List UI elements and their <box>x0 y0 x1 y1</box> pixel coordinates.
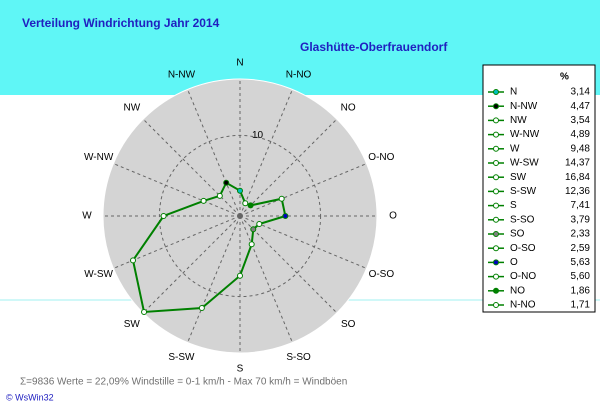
data-point <box>248 241 255 248</box>
legend-value: 3,14 <box>571 87 591 98</box>
legend-label: N-NO <box>510 300 536 311</box>
legend-marker <box>493 259 499 266</box>
data-point <box>250 226 257 233</box>
chart-subtitle: Glashütte-Oberfrauendorf <box>300 40 448 54</box>
legend-label: N <box>510 87 517 98</box>
data-point <box>282 213 289 219</box>
data-point <box>242 200 249 207</box>
spoke <box>142 215 241 314</box>
legend-label: O <box>510 257 518 268</box>
legend-label: N-NW <box>510 101 538 112</box>
chart-title: Verteilung Windrichtung Jahr 2014 <box>22 16 220 30</box>
data-point <box>141 308 148 315</box>
spoke <box>239 215 338 314</box>
legend-marker <box>493 202 499 209</box>
legend-value: 9,48 <box>571 143 591 154</box>
legend-label: O-SO <box>510 243 536 254</box>
legend-marker <box>493 131 499 138</box>
data-point <box>200 197 207 204</box>
data-point <box>216 192 223 199</box>
legend-value: 5,60 <box>571 271 591 282</box>
direction-label: N-NO <box>286 69 312 80</box>
legend-value: 14,37 <box>565 158 590 169</box>
legend-marker <box>493 117 499 124</box>
data-point <box>256 220 263 227</box>
legend-marker <box>493 89 499 95</box>
legend-marker <box>493 302 499 308</box>
direction-label: NW <box>123 102 140 113</box>
legend-label: S <box>510 200 517 211</box>
legend-label: SW <box>510 172 527 183</box>
data-point <box>223 179 230 186</box>
direction-label: W-NW <box>84 152 114 163</box>
legend-label: NW <box>510 115 527 126</box>
data-point <box>130 257 137 264</box>
legend-label: S-SW <box>510 186 537 197</box>
direction-label: W-SW <box>84 269 113 280</box>
direction-label: N <box>236 58 243 69</box>
data-point <box>198 305 205 312</box>
legend-marker <box>493 188 499 195</box>
legend-label: S-SO <box>510 214 535 225</box>
legend-label: SO <box>510 229 525 240</box>
legend-value: 3,79 <box>571 214 591 225</box>
spoke <box>187 89 241 217</box>
legend-value: 2,33 <box>571 229 591 240</box>
direction-label: SO <box>341 319 356 330</box>
legend-value: 5,63 <box>571 257 591 268</box>
direction-label: S-SO <box>286 352 311 363</box>
direction-label: S-SW <box>168 352 195 363</box>
direction-label: NO <box>341 102 356 113</box>
footer: Σ=9836 Werte = 22,09% Windstille = 0-1 k… <box>20 377 347 388</box>
legend-label: W <box>510 143 520 154</box>
legend-marker <box>493 231 499 237</box>
data-point <box>160 213 167 219</box>
direction-label: SW <box>124 319 141 330</box>
legend-value: 1,86 <box>571 285 591 296</box>
legend-marker <box>493 287 499 294</box>
spoke <box>239 215 367 269</box>
legend-marker <box>493 216 499 223</box>
data-point <box>247 202 254 209</box>
legend-value: 4,89 <box>571 129 591 140</box>
legend-label: W-SW <box>510 158 539 169</box>
legend-label: NO <box>510 285 525 296</box>
data-point <box>237 272 243 279</box>
direction-label: O-SO <box>369 269 395 280</box>
copyright: © WsWin32 <box>6 392 54 402</box>
legend-value: 3,54 <box>571 115 591 126</box>
spoke <box>239 163 367 217</box>
direction-label: N-NW <box>168 69 196 80</box>
legend-marker <box>493 273 499 280</box>
legend-marker <box>493 145 499 152</box>
spoke <box>113 163 241 217</box>
direction-label: S <box>237 364 244 375</box>
legend-marker <box>493 174 499 181</box>
legend-value: 4,47 <box>571 101 591 112</box>
direction-label: W <box>82 211 92 222</box>
legend-label: W-NW <box>510 129 540 140</box>
spoke <box>239 118 338 217</box>
legend-header: % <box>560 72 569 83</box>
r-tick-label: 10 <box>252 130 264 141</box>
data-point <box>278 195 285 202</box>
legend-value: 7,41 <box>571 200 591 211</box>
legend-marker <box>493 245 499 252</box>
direction-label: O <box>389 211 397 222</box>
legend-marker <box>493 103 499 110</box>
legend-value: 1,71 <box>571 300 591 311</box>
legend-value: 16,84 <box>565 172 590 183</box>
legend-value: 2,59 <box>571 243 591 254</box>
spoke <box>187 215 241 343</box>
spoke <box>239 89 293 217</box>
direction-label: O-NO <box>368 152 394 163</box>
spoke <box>142 118 241 217</box>
legend-label: O-NO <box>510 271 536 282</box>
grid-ring <box>158 134 322 298</box>
legend-value: 12,36 <box>565 186 590 197</box>
spoke <box>239 215 293 343</box>
data-point <box>237 187 243 194</box>
legend-marker <box>493 160 499 166</box>
